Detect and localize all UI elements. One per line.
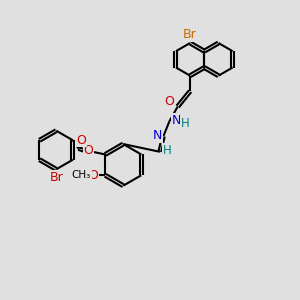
Text: O: O <box>164 95 174 108</box>
Text: Br: Br <box>183 28 197 41</box>
Text: O: O <box>84 144 94 157</box>
Text: O: O <box>88 169 98 182</box>
Text: N: N <box>153 129 162 142</box>
Text: CH₃: CH₃ <box>72 170 91 180</box>
Text: Br: Br <box>49 171 63 184</box>
Text: H: H <box>180 117 189 130</box>
Text: H: H <box>163 144 172 157</box>
Text: O: O <box>76 134 86 147</box>
Text: N: N <box>172 114 182 127</box>
